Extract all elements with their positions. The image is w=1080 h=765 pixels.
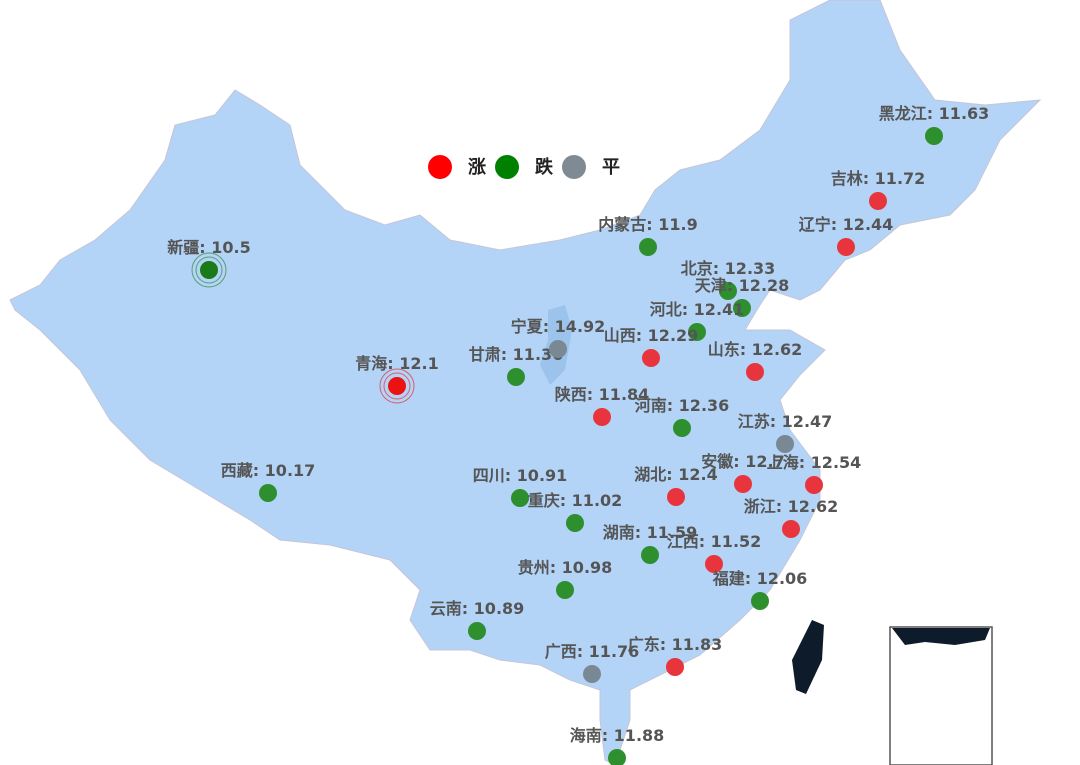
- province-point: [608, 749, 626, 765]
- province-label: 湖北: 12.4: [634, 465, 717, 484]
- province-label: 海南: 11.88: [570, 726, 665, 745]
- province-label: 宁夏: 14.92: [511, 317, 606, 336]
- province-point: [734, 475, 752, 493]
- legend-label: 涨: [468, 157, 486, 178]
- province-point: [805, 476, 823, 494]
- province-label: 湖南: 11.59: [603, 523, 698, 542]
- province-point: [641, 546, 659, 564]
- province-label: 广东: 11.83: [628, 635, 723, 654]
- province-label: 上海: 12.54: [767, 453, 862, 472]
- ripple-ring: [379, 368, 415, 404]
- province-point: [468, 622, 486, 640]
- province-point: [593, 408, 611, 426]
- province-label: 西藏: 10.17: [221, 461, 316, 480]
- province-point: [639, 238, 657, 256]
- province-point: [925, 127, 943, 145]
- province-point: [733, 299, 751, 317]
- province-point: [782, 520, 800, 538]
- legend-swatch: [562, 155, 586, 179]
- south-sea-inset: [889, 626, 993, 765]
- province-point: [869, 192, 887, 210]
- province-point: [719, 282, 737, 300]
- province-point: [556, 581, 574, 599]
- province-label: 重庆: 11.02: [528, 491, 623, 510]
- province-label: 北京: 12.33: [681, 259, 776, 278]
- province-label: 四川: 10.91: [473, 466, 568, 485]
- china-outline: [9, 0, 1042, 765]
- province-point: [666, 658, 684, 676]
- province-label: 黑龙江: 11.63: [879, 104, 990, 123]
- province-label: 陕西: 11.84: [555, 385, 650, 404]
- province-point: [746, 363, 764, 381]
- province-label: 福建: 12.06: [712, 569, 808, 588]
- ripple-ring: [383, 372, 411, 400]
- province-label: 山东: 12.62: [708, 340, 803, 359]
- province-point: [837, 238, 855, 256]
- legend-label: 跌: [535, 156, 554, 178]
- taiwan: [792, 620, 824, 694]
- province-label: 甘肃: 11.36: [469, 345, 564, 364]
- inset-land: [892, 628, 990, 645]
- legend-swatch: [428, 155, 452, 179]
- province-label: 安徽: 12.7: [701, 452, 784, 471]
- province-label: 河北: 12.41: [650, 300, 745, 319]
- province-point: [642, 349, 660, 367]
- province-label: 广西: 11.76: [545, 642, 640, 661]
- province-point: [667, 488, 685, 506]
- province-point: [688, 323, 706, 341]
- province-label: 山西: 12.29: [604, 326, 699, 345]
- ripple-ring: [195, 256, 223, 284]
- province-label: 河南: 12.36: [635, 396, 730, 415]
- province-point: [566, 514, 584, 532]
- points-layer: 涨 跌 平新疆: 10.5 西藏: 10.17 青海: 12.1 甘肃: 11.36 宁夏:…: [167, 104, 989, 765]
- province-point: [751, 592, 769, 610]
- ripple-ring: [191, 252, 227, 288]
- province-label: 吉林: 11.72: [831, 169, 926, 188]
- province-point: [549, 340, 567, 358]
- legend-swatch: [495, 155, 519, 179]
- province-label: 浙江: 12.62: [744, 497, 839, 516]
- province-label: 青海: 12.1: [355, 354, 438, 373]
- province-point: [507, 368, 525, 386]
- province-point: [673, 419, 691, 437]
- province-point: [583, 665, 601, 683]
- province-label: 江西: 11.52: [667, 532, 762, 551]
- province-label: 贵州: 10.98: [518, 558, 613, 577]
- province-point: [259, 484, 277, 502]
- legend-label: 平: [602, 157, 620, 178]
- province-label: 内蒙古: 11.9: [598, 215, 697, 234]
- province-label: 天津: 12.28: [695, 276, 790, 295]
- province-point: [388, 377, 406, 395]
- province-label: 江苏: 12.47: [738, 412, 833, 431]
- province-label: 辽宁: 12.44: [799, 215, 894, 234]
- province-label: 新疆: 10.5: [167, 238, 250, 257]
- province-point: [511, 489, 529, 507]
- province-point: [705, 555, 723, 573]
- province-label: 云南: 10.89: [430, 599, 525, 618]
- province-point: [776, 435, 794, 453]
- province-point: [200, 261, 218, 279]
